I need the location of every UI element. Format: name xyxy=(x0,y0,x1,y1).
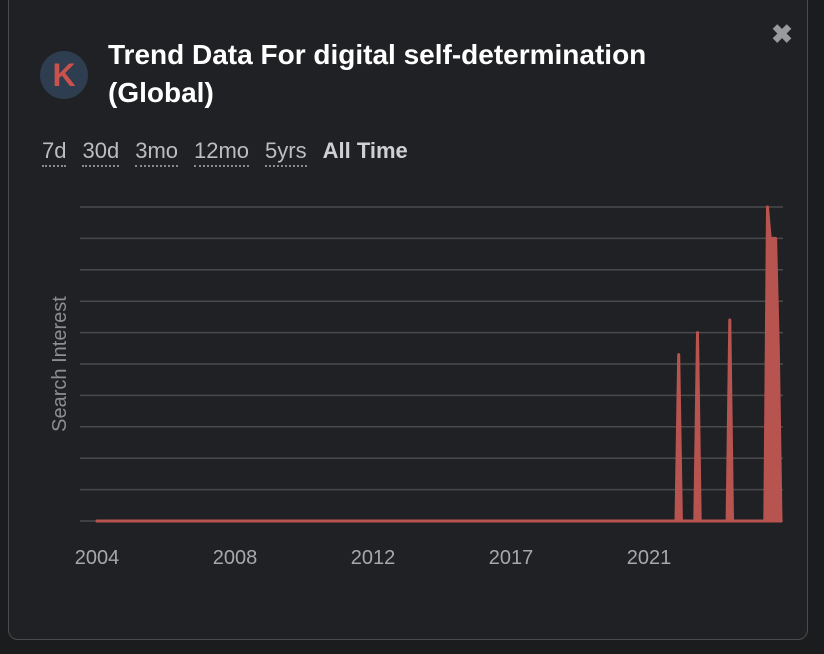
x-tick-label: 2004 xyxy=(75,547,120,569)
close-icon[interactable]: ✖ xyxy=(771,19,793,49)
tab-all-time[interactable]: All Time xyxy=(322,138,408,163)
x-tick-label: 2017 xyxy=(489,547,534,569)
logo-letter: K xyxy=(52,57,76,93)
range-tabs: 7d 30d 3mo 12mo 5yrs All Time xyxy=(42,138,408,167)
y-axis-label: Search Interest xyxy=(49,296,71,432)
tab-30d[interactable]: 30d xyxy=(82,138,120,167)
page-title: Trend Data For digital self-determinatio… xyxy=(108,39,647,108)
x-tick-label: 2012 xyxy=(351,547,396,569)
series-area xyxy=(95,205,783,523)
trend-card xyxy=(8,0,808,640)
tab-12mo[interactable]: 12mo xyxy=(194,138,250,167)
logo-avatar: K xyxy=(40,51,88,99)
tab-7d[interactable]: 7d xyxy=(42,138,67,167)
tab-5yrs[interactable]: 5yrs xyxy=(265,138,307,167)
x-tick-label: 2008 xyxy=(213,547,258,569)
tab-3mo[interactable]: 3mo xyxy=(135,138,178,167)
x-tick-label: 2021 xyxy=(627,547,672,569)
